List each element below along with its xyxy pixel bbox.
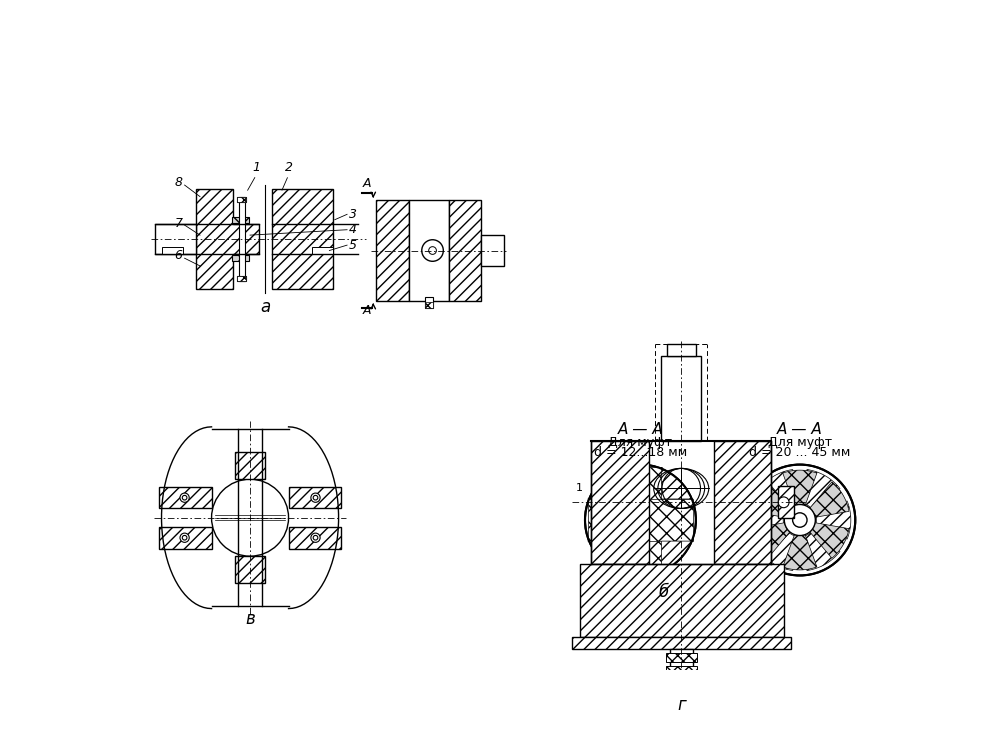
Bar — [237, 197, 246, 202]
Polygon shape — [782, 535, 817, 570]
Bar — [161, 248, 183, 255]
Polygon shape — [803, 470, 840, 510]
Bar — [580, 564, 783, 637]
Bar — [425, 297, 433, 308]
Polygon shape — [803, 530, 840, 571]
Polygon shape — [619, 468, 662, 573]
Bar — [289, 527, 341, 548]
Text: А — А: А — А — [617, 422, 664, 437]
Circle shape — [182, 535, 187, 540]
Text: а: а — [261, 298, 271, 316]
Bar — [777, 486, 795, 519]
Bar — [666, 666, 697, 675]
Text: Для муфт: Для муфт — [608, 436, 673, 449]
Circle shape — [632, 512, 649, 529]
Polygon shape — [272, 189, 333, 289]
Text: б: б — [659, 583, 669, 601]
Polygon shape — [588, 499, 693, 541]
Bar — [236, 453, 265, 479]
Bar — [714, 441, 771, 564]
Circle shape — [313, 495, 318, 500]
Bar — [237, 197, 246, 202]
Bar — [289, 487, 341, 508]
Circle shape — [744, 465, 855, 575]
Circle shape — [182, 495, 187, 500]
Circle shape — [585, 465, 696, 575]
Circle shape — [793, 513, 807, 527]
Polygon shape — [749, 501, 784, 539]
Text: А — А: А — А — [777, 422, 823, 437]
Text: A: A — [363, 303, 372, 317]
Bar — [409, 200, 449, 300]
Circle shape — [422, 239, 443, 261]
Polygon shape — [816, 501, 851, 539]
Circle shape — [311, 533, 320, 542]
Bar — [232, 255, 249, 261]
Circle shape — [211, 479, 289, 556]
Polygon shape — [810, 523, 849, 558]
Bar — [449, 200, 481, 300]
Bar — [155, 224, 196, 255]
Text: 3: 3 — [348, 208, 356, 221]
Text: Для муфт: Для муфт — [767, 436, 832, 449]
Circle shape — [311, 493, 320, 502]
Bar — [425, 302, 433, 308]
Text: 6: 6 — [174, 249, 182, 262]
Text: 4: 4 — [348, 223, 356, 236]
Bar — [236, 556, 265, 583]
Polygon shape — [750, 482, 789, 517]
Text: 7: 7 — [174, 217, 182, 230]
Bar — [591, 441, 649, 564]
Bar — [572, 637, 792, 648]
Bar — [232, 218, 249, 223]
Polygon shape — [661, 541, 693, 573]
Polygon shape — [810, 482, 849, 517]
Bar — [159, 527, 211, 548]
Polygon shape — [661, 468, 693, 499]
Polygon shape — [782, 470, 817, 505]
Text: d = 12...18 мм: d = 12...18 мм — [594, 446, 687, 459]
Polygon shape — [588, 468, 620, 499]
Polygon shape — [196, 189, 259, 289]
Circle shape — [429, 247, 436, 255]
Text: 1: 1 — [252, 160, 260, 173]
Bar — [237, 276, 246, 282]
Text: 2: 2 — [285, 160, 293, 173]
Circle shape — [180, 493, 189, 502]
Bar — [670, 648, 693, 691]
Polygon shape — [759, 470, 798, 510]
Text: в: в — [245, 610, 255, 628]
Bar — [159, 487, 211, 508]
Text: г: г — [677, 697, 686, 714]
Circle shape — [313, 535, 318, 540]
Circle shape — [180, 533, 189, 542]
Text: 1: 1 — [576, 483, 583, 492]
Polygon shape — [588, 541, 620, 573]
Bar — [662, 356, 701, 441]
Bar — [377, 200, 409, 300]
Bar — [667, 344, 696, 356]
Bar — [666, 654, 697, 663]
Polygon shape — [759, 530, 798, 571]
Text: A: A — [363, 178, 372, 191]
Text: d = 20 ... 45 мм: d = 20 ... 45 мм — [749, 446, 851, 459]
Text: 5: 5 — [348, 239, 356, 252]
Bar — [237, 276, 246, 282]
Bar — [239, 197, 245, 282]
Text: 8: 8 — [174, 176, 182, 189]
Polygon shape — [750, 523, 789, 558]
Bar — [481, 235, 505, 266]
Circle shape — [778, 497, 789, 508]
Circle shape — [784, 505, 816, 535]
Bar — [311, 248, 333, 255]
